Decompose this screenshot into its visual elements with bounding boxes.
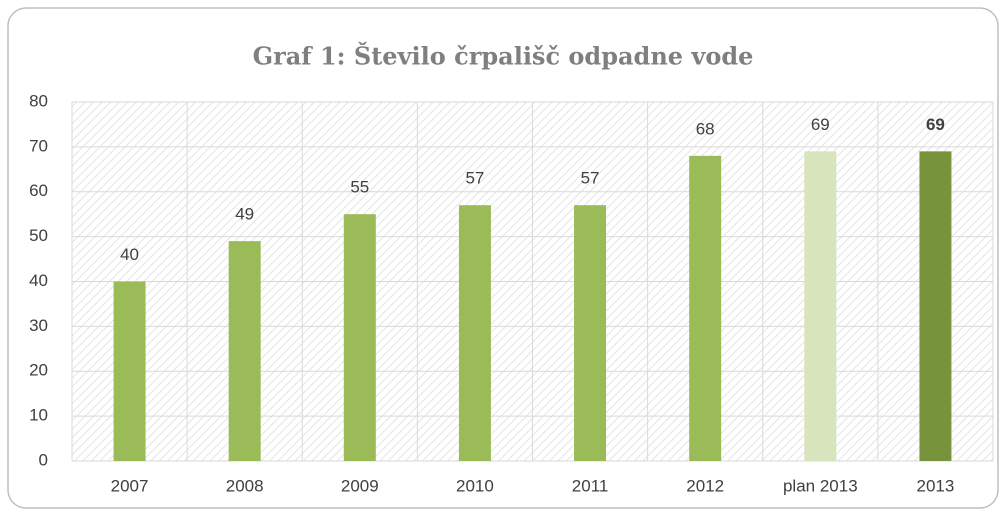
- value-label: 68: [696, 119, 715, 138]
- value-label: 57: [581, 169, 600, 188]
- value-label: 69: [811, 115, 830, 134]
- value-label: 69: [926, 115, 945, 134]
- y-tick-label: 50: [29, 226, 48, 245]
- y-tick-label: 70: [29, 136, 48, 155]
- x-tick-label: 2008: [226, 476, 264, 495]
- bar: [574, 205, 607, 461]
- bar: [689, 155, 722, 461]
- chart-title: Graf 1: Število črpališč odpadne vode: [253, 42, 754, 71]
- x-tick-label: plan 2013: [783, 476, 858, 495]
- y-tick-label: 60: [29, 181, 48, 200]
- y-tick-label: 80: [29, 91, 48, 110]
- bar: [919, 151, 952, 462]
- value-label: 40: [120, 245, 139, 264]
- x-tick-label: 2013: [917, 476, 955, 495]
- bar: [343, 214, 376, 461]
- x-tick-label: 2009: [341, 476, 379, 495]
- value-label: 49: [235, 205, 254, 224]
- bar: [113, 281, 146, 461]
- x-tick-label: 2011: [572, 476, 609, 495]
- y-tick-label: 40: [29, 271, 48, 290]
- y-tick-label: 30: [29, 316, 48, 335]
- bar: [228, 241, 261, 461]
- x-tick-label: 2010: [456, 476, 494, 495]
- y-tick-label: 20: [29, 361, 48, 380]
- x-tick-label: 2007: [111, 476, 149, 495]
- y-tick-label: 0: [39, 450, 48, 469]
- y-tick-label: 10: [29, 406, 48, 425]
- bar: [458, 205, 491, 461]
- value-label: 57: [465, 169, 484, 188]
- bar: [804, 151, 837, 462]
- x-tick-label: 2012: [686, 476, 724, 495]
- value-label: 55: [350, 178, 369, 197]
